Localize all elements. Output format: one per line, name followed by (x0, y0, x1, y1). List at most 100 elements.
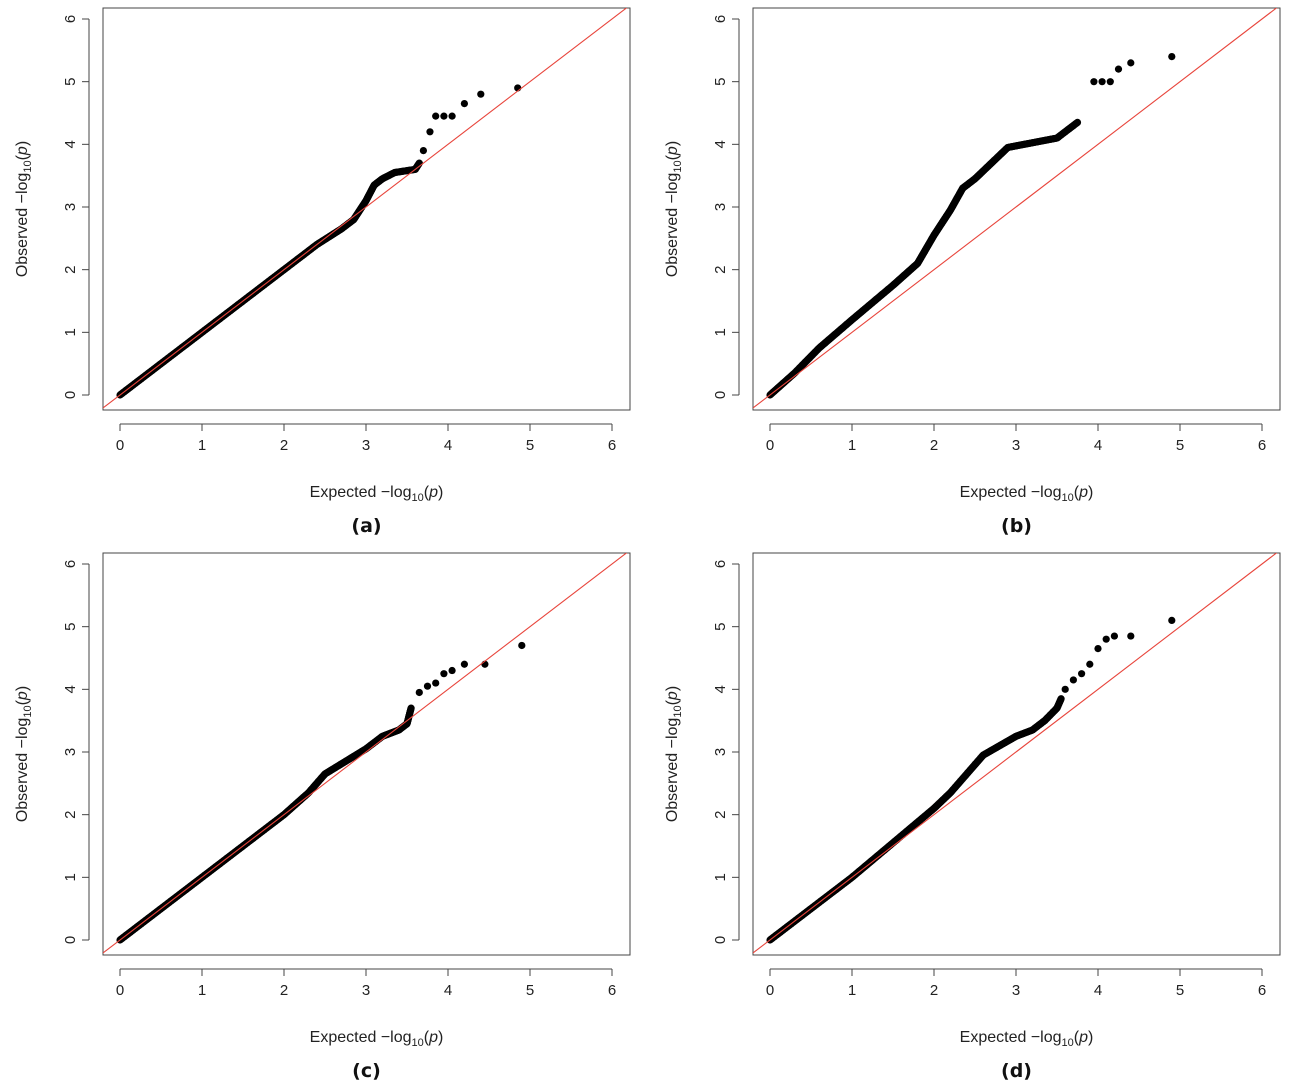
x-tick-label: 3 (362, 437, 370, 454)
y-tick-label: 1 (712, 328, 729, 336)
plot-frame (102, 7, 631, 411)
x-axis-title-open: ( (424, 484, 430, 501)
x-tick-label: 2 (930, 982, 938, 999)
x-tick-label: 1 (198, 437, 206, 454)
x-axis-title-log: log (1040, 1029, 1061, 1046)
qq-plot-d: 0 1 2 3 4 5 6 0 1 2 3 4 5 6 Expected −log10(p) Observed… (650, 545, 1291, 1090)
x-tick-label: 0 (116, 982, 124, 999)
y-axis-title-prefix: Observed − (664, 739, 681, 822)
x-axis-title-p: p (1078, 1029, 1088, 1046)
x-tick-label: 0 (116, 437, 124, 454)
plot-area (753, 553, 1278, 954)
qq-top-point (1078, 670, 1086, 678)
x-tick-label: 3 (1012, 982, 1020, 999)
x-tick-label: 6 (608, 437, 616, 454)
y-tick-label: 2 (712, 810, 729, 818)
qq-top-point (1098, 78, 1106, 86)
qq-top-point (1102, 635, 1110, 643)
qq-top-point (440, 112, 448, 120)
qq-top-point (432, 679, 440, 687)
y-tick-label: 1 (62, 873, 79, 881)
x-tick-label: 6 (1258, 982, 1266, 999)
y-tick-label: 3 (712, 748, 729, 756)
x-axis-title-open: ( (424, 1029, 430, 1046)
x-axis-title-close: ) (1088, 484, 1093, 501)
qq-plot-b: 0 1 2 3 4 5 6 0 1 2 3 4 5 6 Expected −log10(p) Observed… (650, 0, 1291, 545)
x-axis-title-prefix: Expected − (960, 1029, 1041, 1046)
x-axis-title-log: log (390, 484, 411, 501)
x-axis-title-close: ) (438, 1029, 443, 1046)
y-tick-label: 3 (62, 748, 79, 756)
x-tick-label: 3 (362, 982, 370, 999)
qq-top-point (1110, 632, 1118, 640)
qq-top-point (1168, 53, 1176, 61)
qq-top-point (1168, 616, 1176, 624)
x-axis-title-base: 10 (1062, 1037, 1074, 1049)
qq-top-point (1106, 78, 1114, 86)
qq-top-point (448, 112, 456, 120)
x-axis-title-p: p (1078, 484, 1088, 501)
y-tick-label: 6 (62, 15, 79, 23)
y-tick-label: 5 (62, 77, 79, 85)
x-axis-title-base: 10 (412, 492, 424, 504)
y-axis-title-log: log (14, 173, 31, 194)
x-axis-title: Expected −log10(p) (310, 1029, 444, 1049)
y-axis-title-close: ) (14, 686, 31, 691)
y-axis-title-open: ( (14, 699, 31, 705)
x-tick-label: 4 (1094, 437, 1102, 454)
qq-top-point (460, 660, 468, 668)
qq-top-point (460, 100, 468, 108)
x-tick-label: 5 (526, 982, 534, 999)
y-tick-label: 0 (62, 936, 79, 944)
qq-top-point (448, 666, 456, 675)
y-tick-label: 1 (712, 873, 729, 881)
y-axis-title-prefix: Observed − (664, 194, 681, 277)
y-axis-title: Observed −log10(p) (664, 686, 684, 822)
x-axis-title-prefix: Expected − (960, 484, 1041, 501)
y-tick-label: 5 (712, 77, 729, 85)
y-tick-label: 2 (62, 265, 79, 273)
qq-point (1073, 118, 1082, 126)
qq-top-point (423, 682, 432, 690)
qq-top-point (1061, 685, 1069, 693)
x-tick-label: 0 (766, 437, 774, 454)
qq-top-point (440, 670, 448, 678)
qq-top-point (477, 90, 485, 98)
y-tick-label: 3 (62, 203, 79, 211)
qq-top-point (1086, 660, 1094, 668)
qq-top-point (1127, 632, 1135, 640)
x-axis-title-prefix: Expected − (310, 484, 391, 501)
x-axis-title: Expected −log10(p) (960, 484, 1094, 504)
qq-top-point (1090, 78, 1098, 86)
panel-label: (c) (352, 1060, 381, 1082)
y-tick-label: 4 (712, 140, 729, 148)
y-axis-title-open: ( (664, 699, 681, 705)
x-axis-title-close: ) (1088, 1029, 1093, 1046)
y-axis-title-prefix: Observed − (14, 194, 31, 277)
y-axis-title-p: p (664, 691, 681, 701)
reference-line (753, 553, 1278, 954)
panel-label: (d) (1001, 1060, 1032, 1082)
y-tick-label: 3 (712, 203, 729, 211)
plot-area (103, 553, 628, 954)
x-tick-label: 6 (608, 982, 616, 999)
x-axis-title-open: ( (1074, 1029, 1080, 1046)
x-tick-label: 4 (444, 982, 452, 999)
y-axis-title-log: log (664, 173, 681, 194)
x-tick-label: 5 (1176, 982, 1184, 999)
qq-top-point (432, 112, 440, 120)
y-tick-label: 4 (712, 685, 729, 693)
reference-line (103, 553, 628, 954)
x-axis-title-log: log (390, 1029, 411, 1046)
y-tick-label: 4 (62, 140, 79, 148)
y-tick-label: 0 (62, 391, 79, 399)
y-axis-title-open: ( (14, 154, 31, 160)
plot-area (753, 8, 1278, 409)
qq-top-point (518, 641, 526, 650)
qq-point (1057, 695, 1065, 703)
qq-point (407, 704, 415, 712)
x-tick-label: 5 (1176, 437, 1184, 454)
x-axis-title: Expected −log10(p) (310, 484, 444, 504)
